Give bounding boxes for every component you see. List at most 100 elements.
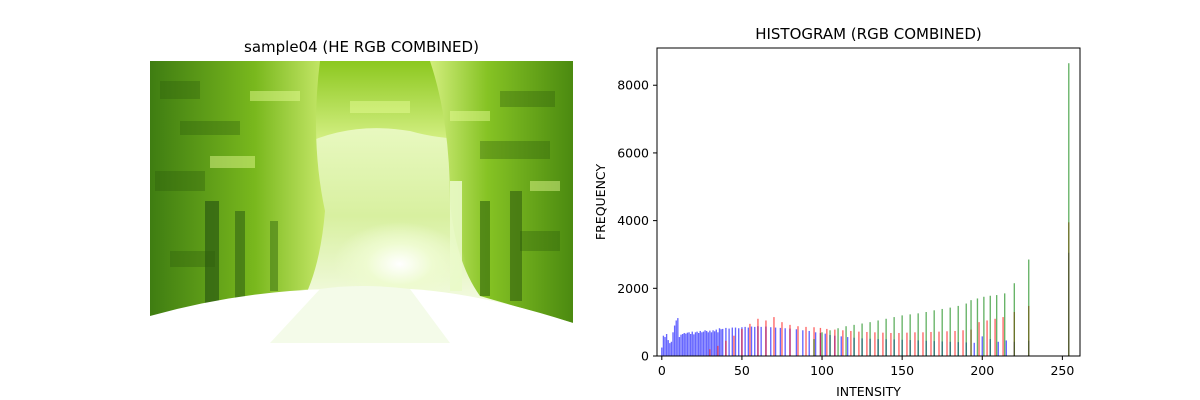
bar-red-148 [898,332,900,356]
bar-green-193 [970,300,972,356]
x-tick-label-100: 100 [810,363,834,378]
bar-blue-96 [814,332,817,356]
y-tick-label-4000: 4000 [617,213,649,228]
bar-red-138 [882,332,884,356]
bar-green-135 [877,320,879,356]
bar-red-60 [757,318,759,356]
bar-red-108 [834,329,836,356]
bar-red-123 [858,331,860,356]
bar-red-188 [962,330,964,356]
x-tick-label-250: 250 [1050,363,1074,378]
bar-red-118 [850,330,852,356]
bar-blue-44 [731,327,733,356]
bar-red-178 [946,331,948,356]
bar-green-201 [983,296,985,356]
bar-blue-18 [689,334,692,356]
bar-blue-5 [669,343,671,356]
bar-green-209 [996,295,998,356]
bar-blue-22 [696,331,698,356]
bar-blue-31 [710,332,713,356]
bar-green-170 [933,310,935,356]
bar-blue-23 [697,332,700,356]
bar-blue-12 [680,334,682,356]
forest-road-photo [150,61,573,343]
bar-blue-32 [712,330,714,356]
bar-blue-200 [981,336,983,356]
bar-green-115 [845,326,847,356]
bar-blue-92 [808,330,810,356]
bar-blue-28 [705,330,708,356]
bar-blue-36 [718,328,721,356]
bar-red-198 [978,322,980,356]
bar-blue-29 [707,332,709,356]
bar-red-65 [765,320,767,356]
bar-blue-6 [670,341,673,356]
bar-blue-21 [694,332,697,356]
bar-blue-25 [701,332,703,356]
x-axis: 0 50 100 150 200 250 [658,356,1074,378]
bar-red-163 [922,332,924,356]
bar-green-105 [829,330,831,356]
bar-blue-3 [665,334,668,356]
bar-blue-210 [997,341,999,356]
bar-blue-48 [738,328,740,356]
y-axis-label: FREQUENCY [593,164,608,241]
bar-red-103 [826,328,828,356]
bar-red-50 [741,328,743,356]
bar-blue-16 [686,332,689,356]
bar-red-113 [842,330,844,356]
bar-blue-15 [685,333,687,356]
bar-red-213 [1002,317,1004,356]
bar-green-175 [941,308,943,356]
bar-red-133 [874,332,876,356]
bar-red-70 [773,317,775,356]
bar-red-128 [866,331,868,356]
bar-blue-7 [672,332,674,356]
bar-blue-71 [774,327,777,356]
bar-red-158 [914,332,916,356]
bar-red-173 [938,331,940,356]
bar-blue-10 [677,318,679,356]
y-axis: 0 2000 4000 6000 8000 [617,78,657,364]
bar-blue-4 [667,340,669,356]
bar-blue-54 [747,327,750,356]
bar-blue-2 [664,337,666,356]
bar-red-55 [749,323,751,356]
x-tick-label-200: 200 [970,363,994,378]
x-tick-label-0: 0 [658,363,666,378]
bar-blue-215 [1005,340,1007,356]
bar-green-214 [1004,293,1006,356]
bar-blue-195 [973,342,975,356]
histogram-bars [661,63,1070,356]
bar-red-45 [733,335,735,356]
y-tick-label-2000: 2000 [617,281,649,296]
bar-green-190 [965,303,967,356]
bar-red-183 [954,330,956,356]
bar-green-185 [957,305,959,356]
bar-blue-52 [744,326,746,356]
bar-blue-11 [678,337,681,356]
bar-green-197 [976,298,979,356]
bar-green-160 [917,313,919,356]
bar-blue-30 [709,330,711,356]
bar-blue-35 [717,332,719,356]
bar-blue-38 [722,328,724,356]
plot-frame [656,47,1081,357]
y-tick-label-0: 0 [641,349,649,364]
bar-red-143 [890,332,892,356]
bar-green-220 [1013,283,1015,356]
bar-blue-27 [704,330,706,356]
x-tick-label-50: 50 [734,363,750,378]
image-title: sample04 (HE RGB COMBINED) [244,38,479,56]
bar-blue-14 [683,332,685,356]
bar-blue-0 [661,347,663,356]
bar-green-130 [869,322,871,356]
bar-blue-19 [691,331,693,356]
bar-green-140 [885,318,887,356]
bar-green-205 [989,295,991,356]
bar-green-180 [949,307,951,356]
bar-green-95 [813,339,815,356]
bar-red-75 [781,322,783,356]
bar-blue-68 [770,327,772,356]
bar-red-40 [725,340,727,356]
